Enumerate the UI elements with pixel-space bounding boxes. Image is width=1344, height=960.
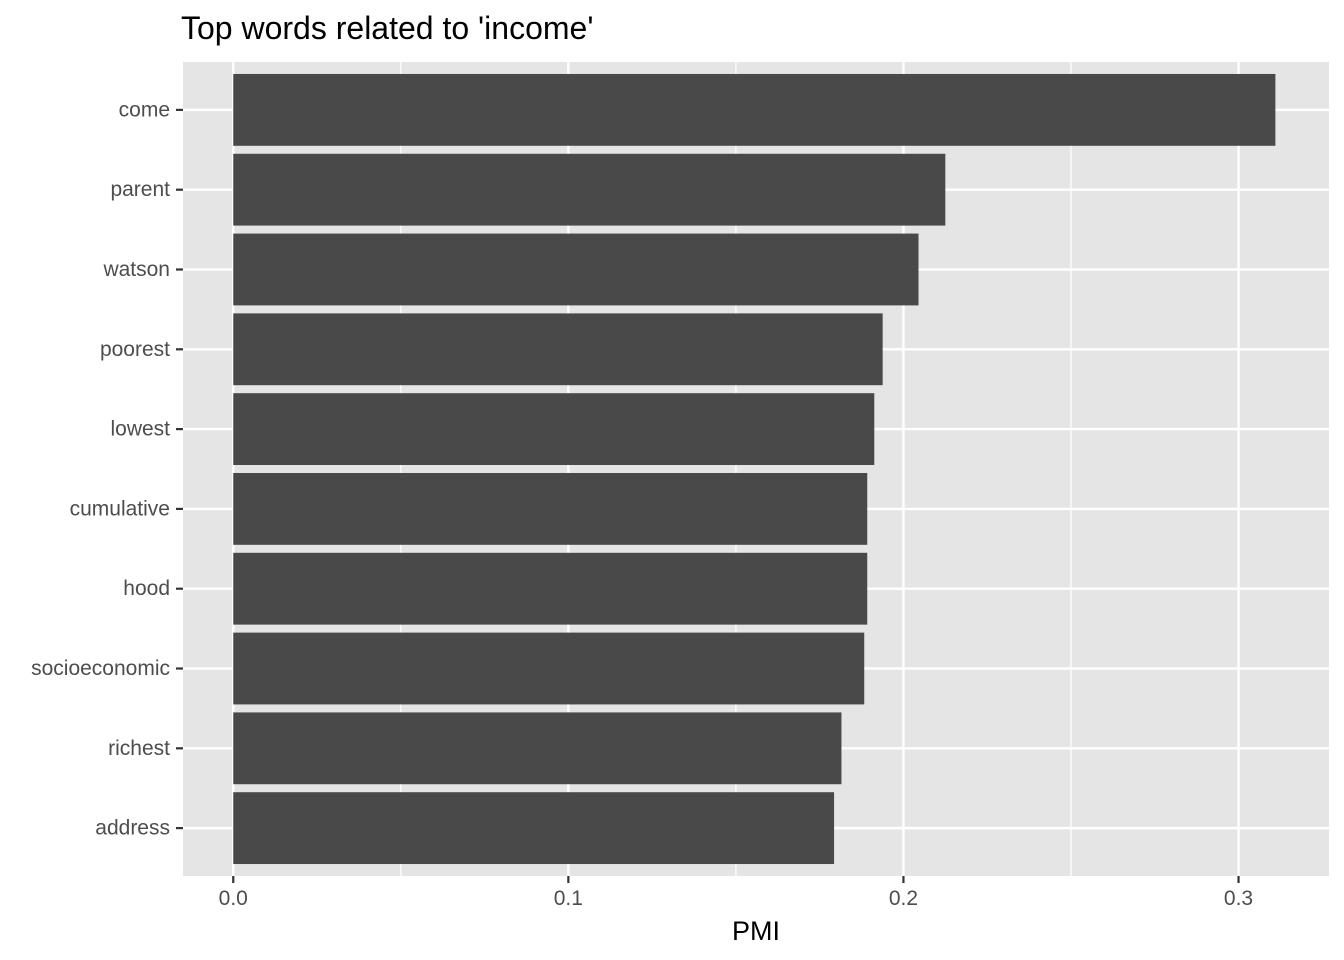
x-axis-title: PMI (732, 916, 780, 946)
y-tick-label: lowest (110, 418, 170, 441)
y-tick-label: come (119, 98, 170, 121)
y-axis: come parent watson poorest lowest cumulative h… (31, 98, 183, 840)
bar-address (233, 792, 835, 865)
bar-come (233, 73, 1276, 146)
bar-lowest (233, 393, 875, 466)
y-tick-label: parent (110, 178, 170, 201)
bar-watson (233, 233, 919, 306)
y-tick-label: watson (102, 258, 170, 281)
chart-title: Top words related to 'income' (181, 10, 593, 46)
y-tick-label: address (95, 817, 170, 840)
bar-poorest (233, 313, 883, 386)
bar-cumulative (233, 472, 868, 545)
x-tick-label: 0.0 (219, 887, 248, 910)
x-axis: 0.0 0.1 0.2 0.3 (219, 876, 1253, 910)
bar-socioeconomic (233, 632, 865, 705)
y-tick-label: richest (108, 737, 170, 760)
x-tick-label: 0.2 (889, 887, 918, 910)
x-tick-label: 0.1 (554, 887, 583, 910)
y-tick-label: cumulative (70, 497, 170, 520)
bar-richest (233, 712, 842, 785)
x-tick-label: 0.3 (1224, 887, 1253, 910)
y-tick-label: poorest (100, 338, 170, 361)
y-tick-label: hood (123, 577, 170, 600)
bar-parent (233, 153, 946, 226)
bar-hood (233, 552, 868, 625)
bars (233, 73, 1276, 865)
y-tick-label: socioeconomic (31, 657, 170, 680)
